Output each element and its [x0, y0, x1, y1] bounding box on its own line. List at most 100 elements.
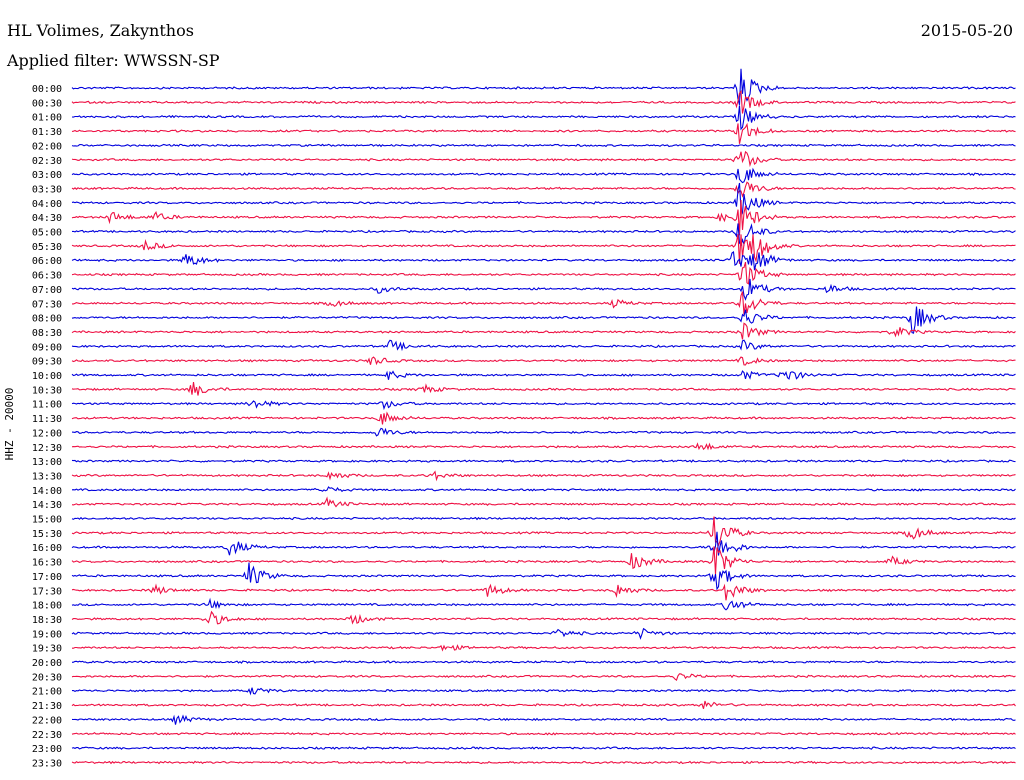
tick-label: 17:30 [32, 586, 62, 597]
tick-label: 10:30 [32, 385, 62, 396]
y-axis-label: HHZ - 20000 [3, 388, 16, 461]
tick-label: 11:30 [32, 414, 62, 425]
tick-label: 15:30 [32, 529, 62, 540]
trace-line [71, 339, 1016, 352]
tick-label: 00:30 [32, 98, 62, 109]
tick-label: 19:30 [32, 644, 62, 655]
tick-label: 13:30 [32, 471, 62, 482]
trace-line [71, 234, 1016, 264]
trace-line [71, 610, 1016, 625]
trace-line [71, 167, 1016, 184]
trace-line [71, 306, 1016, 334]
trace-line [72, 291, 1016, 315]
trace-line [71, 150, 1016, 168]
tick-label: 03:30 [32, 184, 62, 195]
trace-line [71, 746, 1016, 750]
trace-line [71, 714, 1016, 725]
tick-label: 16:30 [32, 558, 62, 569]
tick-label: 23:00 [32, 744, 62, 755]
tick-label: 11:00 [32, 400, 62, 411]
trace-line [71, 470, 1016, 482]
trace-line [71, 583, 1016, 601]
trace-line [71, 411, 1016, 425]
trace-line [71, 627, 1016, 640]
tick-label: 16:00 [32, 543, 62, 554]
trace-line [71, 199, 1016, 236]
trace-line [71, 516, 1016, 547]
trace-line [71, 143, 1016, 148]
tick-label: 02:00 [32, 141, 62, 152]
tick-label: 05:30 [32, 242, 62, 253]
trace-line [71, 105, 1016, 131]
trace-line [71, 182, 1016, 215]
record-date: 2015-05-20 [920, 21, 1013, 40]
tick-label: 07:00 [32, 285, 62, 296]
trace-line [71, 122, 1016, 144]
tick-label: 15:00 [32, 515, 62, 526]
trace-line [71, 597, 1016, 611]
trace-line [71, 382, 1016, 396]
tick-label: 01:30 [32, 127, 62, 138]
trace-line [72, 223, 1016, 247]
tick-label: 04:00 [32, 199, 62, 210]
station-title: HL Volimes, Zakynthos [7, 21, 194, 40]
trace-line [71, 181, 1016, 198]
trace-line [71, 700, 1016, 709]
trace-group [71, 68, 1016, 765]
tick-label: 10:00 [32, 371, 62, 382]
trace-line [71, 278, 1016, 301]
tick-label: 14:00 [32, 486, 62, 497]
trace-line [71, 261, 1016, 285]
tick-label: 21:30 [32, 701, 62, 712]
trace-line [71, 251, 1016, 271]
tick-label: 20:30 [32, 672, 62, 683]
tick-label: 14:30 [32, 500, 62, 511]
tick-label: 22:00 [32, 715, 62, 726]
trace-line [71, 516, 1016, 521]
tick-label: 12:00 [32, 428, 62, 439]
trace-line [71, 427, 1016, 437]
tick-label: 07:30 [32, 299, 62, 310]
trace-line [71, 400, 1016, 411]
trace-line [71, 486, 1016, 493]
trace-line [72, 644, 1016, 652]
trace-line [71, 370, 1016, 380]
tick-label: 20:00 [32, 658, 62, 669]
tick-label: 00:00 [32, 84, 62, 95]
trace-line [71, 760, 1016, 765]
tick-label: 22:30 [32, 730, 62, 741]
tick-label: 12:30 [32, 443, 62, 454]
filter-label: Applied filter: WWSSN-SP [7, 51, 220, 70]
trace-line [71, 356, 1016, 366]
trace-line [71, 442, 1016, 451]
tick-label: 19:00 [32, 629, 62, 640]
tick-label: 09:00 [32, 342, 62, 353]
tick-label: 17:00 [32, 572, 62, 583]
tick-label: 23:30 [32, 758, 62, 769]
tick-label: 06:00 [32, 256, 62, 267]
tick-label: 04:30 [32, 213, 62, 224]
trace-line [71, 546, 1016, 575]
trace-line [71, 322, 1016, 340]
tick-label: 13:00 [32, 457, 62, 468]
trace-line [71, 731, 1016, 736]
trace-line [71, 90, 1016, 114]
trace-line [71, 531, 1016, 556]
time-tick-labels: 00:00 00:30 01:00 01:30 02:00 02:30 03:00 03:30… [32, 84, 62, 769]
tick-label: 01:00 [32, 113, 62, 124]
trace-line [71, 459, 1016, 463]
tick-label: 18:00 [32, 601, 62, 612]
trace-line [71, 496, 1016, 508]
tick-label: 06:30 [32, 271, 62, 282]
trace-line [71, 660, 1016, 664]
tick-label: 02:30 [32, 156, 62, 167]
tick-label: 21:00 [32, 687, 62, 698]
trace-line [71, 673, 1016, 681]
tick-label: 03:00 [32, 170, 62, 181]
tick-label: 08:30 [32, 328, 62, 339]
tick-label: 08:00 [32, 314, 62, 325]
tick-label: 18:30 [32, 615, 62, 626]
tick-label: 09:30 [32, 357, 62, 368]
tick-label: 05:00 [32, 228, 62, 239]
